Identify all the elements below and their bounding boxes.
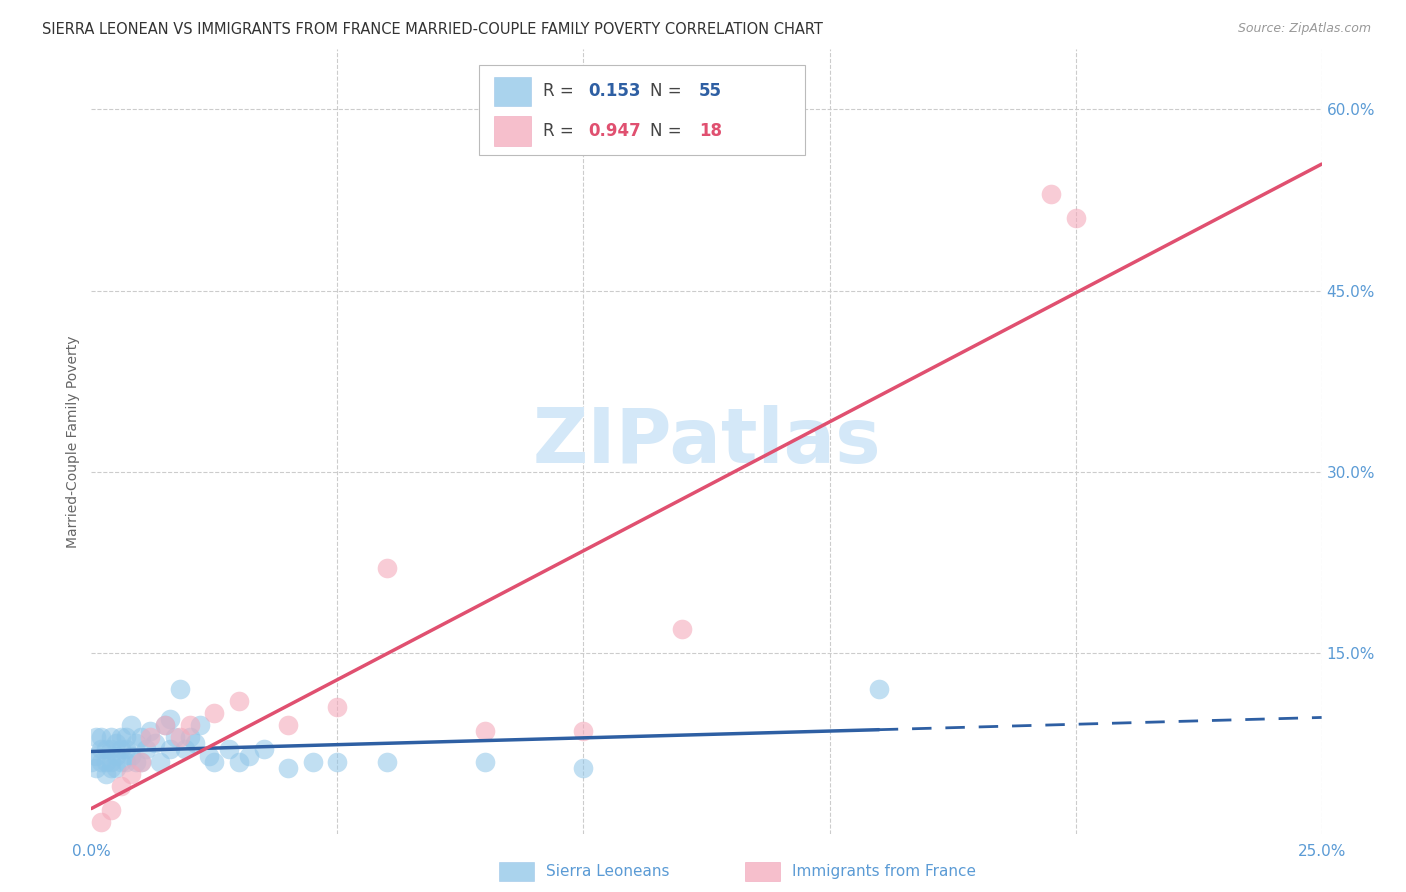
Text: Source: ZipAtlas.com: Source: ZipAtlas.com bbox=[1237, 22, 1371, 36]
Point bbox=[96, 755, 117, 769]
Point bbox=[375, 755, 398, 769]
Text: N =: N = bbox=[650, 121, 686, 140]
FancyBboxPatch shape bbox=[494, 77, 530, 106]
Point bbox=[100, 755, 122, 769]
Point bbox=[169, 682, 191, 697]
Point bbox=[145, 736, 166, 750]
Point bbox=[90, 755, 112, 769]
Point bbox=[572, 724, 595, 739]
Point bbox=[183, 736, 207, 750]
Text: ZIPatlas: ZIPatlas bbox=[533, 405, 880, 478]
Point bbox=[105, 736, 127, 750]
Point bbox=[129, 755, 152, 769]
Point bbox=[163, 731, 186, 745]
Point bbox=[110, 742, 132, 756]
Point bbox=[110, 731, 132, 745]
Point bbox=[90, 731, 112, 745]
Point bbox=[96, 742, 117, 756]
Point bbox=[86, 761, 108, 775]
Text: 0.153: 0.153 bbox=[588, 82, 641, 101]
Point bbox=[120, 766, 142, 780]
Point bbox=[671, 622, 693, 636]
Point bbox=[238, 748, 260, 763]
Text: Immigrants from France: Immigrants from France bbox=[792, 864, 976, 879]
Text: R =: R = bbox=[543, 121, 579, 140]
Point bbox=[139, 731, 162, 745]
Point bbox=[120, 718, 142, 732]
Point bbox=[90, 742, 112, 756]
Point bbox=[153, 718, 177, 732]
Y-axis label: Married-Couple Family Poverty: Married-Couple Family Poverty bbox=[66, 335, 80, 548]
Point bbox=[105, 761, 127, 775]
Point bbox=[100, 742, 122, 756]
Point bbox=[253, 742, 276, 756]
Point bbox=[188, 718, 211, 732]
Point bbox=[114, 755, 138, 769]
Point bbox=[326, 700, 349, 714]
Text: SIERRA LEONEAN VS IMMIGRANTS FROM FRANCE MARRIED-COUPLE FAMILY POVERTY CORRELATI: SIERRA LEONEAN VS IMMIGRANTS FROM FRANCE… bbox=[42, 22, 823, 37]
Point bbox=[153, 718, 177, 732]
Point bbox=[90, 814, 112, 829]
Point bbox=[120, 748, 142, 763]
Point bbox=[124, 755, 146, 769]
Point bbox=[105, 748, 127, 763]
FancyBboxPatch shape bbox=[479, 65, 804, 155]
Point bbox=[159, 712, 181, 726]
Point bbox=[80, 755, 103, 769]
Point bbox=[110, 755, 132, 769]
Text: 18: 18 bbox=[699, 121, 723, 140]
FancyBboxPatch shape bbox=[494, 116, 530, 145]
Text: Sierra Leoneans: Sierra Leoneans bbox=[546, 864, 669, 879]
Point bbox=[198, 748, 221, 763]
Point bbox=[110, 779, 132, 793]
Point bbox=[159, 742, 181, 756]
Point bbox=[868, 682, 890, 697]
Point bbox=[218, 742, 240, 756]
Point bbox=[169, 731, 191, 745]
Point bbox=[228, 755, 250, 769]
Point bbox=[202, 755, 225, 769]
Point bbox=[301, 755, 323, 769]
Point bbox=[375, 561, 398, 575]
Point bbox=[100, 803, 122, 817]
Text: 55: 55 bbox=[699, 82, 723, 101]
Point bbox=[135, 742, 156, 756]
Point bbox=[96, 766, 117, 780]
Point bbox=[179, 718, 201, 732]
Point bbox=[174, 742, 197, 756]
Point bbox=[124, 736, 146, 750]
Text: 0.947: 0.947 bbox=[588, 121, 641, 140]
Point bbox=[326, 755, 349, 769]
Point bbox=[114, 731, 138, 745]
Point bbox=[572, 761, 595, 775]
Point bbox=[100, 761, 122, 775]
Text: R =: R = bbox=[543, 82, 579, 101]
Text: N =: N = bbox=[650, 82, 686, 101]
Point bbox=[129, 731, 152, 745]
Point bbox=[202, 706, 225, 721]
Point bbox=[86, 748, 108, 763]
Point bbox=[228, 694, 250, 708]
Point bbox=[129, 755, 152, 769]
Point bbox=[1064, 211, 1087, 226]
Point bbox=[179, 731, 201, 745]
Point bbox=[277, 718, 299, 732]
Point bbox=[86, 731, 108, 745]
Point bbox=[149, 755, 172, 769]
Point bbox=[100, 731, 122, 745]
Point bbox=[474, 755, 496, 769]
Point bbox=[139, 724, 162, 739]
Point bbox=[114, 742, 138, 756]
Point bbox=[277, 761, 299, 775]
Point bbox=[474, 724, 496, 739]
Point bbox=[1039, 186, 1063, 201]
